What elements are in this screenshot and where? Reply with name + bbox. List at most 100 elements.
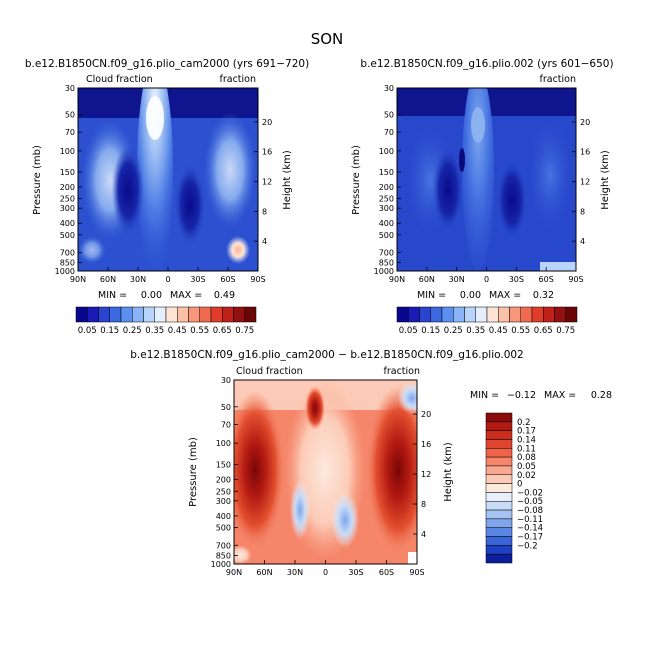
colorbar-1-swatch (222, 306, 234, 323)
colorbar-1-swatch (154, 306, 167, 323)
colorbar-2-swatch (441, 306, 454, 323)
panel-3-xtick-label: 0 (323, 568, 328, 577)
colorbar-1-label: 0.35 (145, 326, 164, 336)
panel-3-ytick-label: 200 (216, 476, 231, 485)
panel-2-htick-label: 8 (580, 207, 585, 216)
panel-1-ytick-label: 200 (60, 183, 75, 192)
colorbar-3-swatch (485, 465, 513, 476)
colorbar-2-label: 0.45 (489, 326, 508, 336)
panel-1-left-label: Cloud fraction (86, 74, 153, 85)
panel-2-xtick-label: 0 (484, 275, 489, 284)
panel-1-ytick-label: 300 (60, 204, 75, 213)
colorbar-2-swatch (408, 306, 420, 323)
panel-1-ytick-label: 30 (65, 84, 75, 93)
panel-3-field (234, 380, 417, 564)
panel-3-xtick-label: 60S (379, 568, 394, 577)
colorbar-1-swatch (233, 306, 245, 323)
panel-1-ytick-label: 250 (60, 195, 75, 204)
panel-1-htick-label: 20 (262, 118, 272, 127)
panel-2-right-label: fraction (540, 74, 577, 85)
colorbar-1-swatch (98, 306, 110, 323)
colorbar-1-swatch (87, 306, 99, 323)
colorbar-3-label: 0.2 (517, 418, 531, 428)
panel-1-htick-label: 4 (262, 237, 267, 246)
panel-3-xtick-label: 60N (256, 568, 272, 577)
colorbar-2-swatch (554, 306, 566, 323)
colorbar-2-swatch (486, 306, 499, 323)
panel-2-xtick-label: 60N (419, 275, 435, 284)
panel-3-min-value: −0.12 (507, 390, 536, 401)
colorbar-3-label: −0.11 (517, 515, 543, 525)
panel-1-max-value: 0.49 (214, 290, 235, 301)
colorbar-2-label: 0.05 (399, 326, 418, 336)
panel-2-ytick-label: 200 (379, 183, 394, 192)
panel-1-ytick-label: 70 (65, 128, 75, 137)
colorbar-3-label: −0.17 (517, 533, 543, 543)
panel-3-ylabel-right: Height (km) (443, 442, 454, 502)
panel-3-xtick-label: 90N (226, 568, 242, 577)
colorbar-2-swatch (464, 306, 476, 323)
panel-2-ytick-label: 70 (384, 128, 394, 137)
panel-3-ytick-label: 500 (216, 524, 231, 533)
panel-2-ytick-label: 50 (384, 111, 394, 120)
panel-1-xtick-label: 30N (130, 275, 146, 284)
colorbar-3-label: 0.11 (517, 444, 536, 454)
colorbar-3-swatch (485, 430, 513, 440)
colorbar-1-swatch (244, 306, 257, 323)
colorbar-3-swatch (485, 518, 513, 528)
panel-1-right-label: fraction (220, 74, 257, 85)
colorbar-1-label: 0.05 (78, 326, 97, 336)
panel-1-max-label: MAX = (170, 290, 202, 301)
colorbar-2-swatch (419, 306, 431, 323)
panel-1-min-label: MIN = (98, 290, 127, 301)
panel-1-ytick-label: 1000 (55, 267, 75, 276)
panel-3-xtick-label: 30N (287, 568, 303, 577)
panel-2-title: b.e12.B1850CN.f09_g16.plio.002 (yrs 601−… (360, 58, 613, 70)
panel-3-ytick-label: 1000 (211, 560, 231, 569)
panel-2-ylabel-right: Height (km) (600, 150, 611, 210)
colorbar-3-label: −0.02 (517, 488, 543, 498)
panel-2-htick-label: 16 (580, 148, 590, 157)
colorbar-1-label: 0.15 (100, 326, 119, 336)
panel-1-ytick-label: 50 (65, 111, 75, 120)
colorbar-2-label: 0.35 (466, 326, 485, 336)
colorbar-1-swatch (165, 306, 178, 323)
panel-2-xtick-label: 90N (389, 275, 405, 284)
colorbar-3-label: −0.05 (517, 497, 543, 507)
colorbar-3-label: 0.08 (517, 453, 536, 463)
panel-2-htick-label: 4 (580, 237, 585, 246)
colorbar-1-swatch (132, 306, 144, 323)
colorbar-2-label: 0.15 (421, 326, 440, 336)
colorbar-1-label: 0.65 (213, 326, 232, 336)
panel-1: b.e12.B1850CN.f09_g16.plio_cam2000 (yrs … (25, 58, 309, 336)
colorbar-1-swatch (177, 306, 189, 323)
panel-3-htick-label: 20 (421, 410, 431, 419)
colorbar-2-swatch (520, 306, 533, 323)
panel-3-ytick-label: 50 (221, 403, 231, 412)
colorbar-1-swatch (120, 306, 133, 323)
panel-3-ytick-label: 100 (216, 439, 231, 448)
colorbar-2-swatch (396, 306, 409, 323)
panel-1-ylabel-right: Height (km) (282, 150, 293, 210)
panel-3-xtick-label: 30S (348, 568, 363, 577)
panel-2-ytick-label: 700 (379, 248, 394, 257)
panel-2-ytick-label: 150 (379, 168, 394, 177)
colorbar-2-swatch (531, 306, 544, 323)
panel-2-field (397, 88, 576, 271)
panel-3-htick-label: 12 (421, 470, 431, 479)
panel-2-ytick-label: 300 (379, 204, 394, 213)
panel-1-ytick-label: 150 (60, 168, 75, 177)
panel-3-xtick-label: 90S (409, 568, 424, 577)
panel-3-ytick-label: 30 (221, 376, 231, 385)
colorbar-2-label: 0.55 (511, 326, 530, 336)
panel-3-ytick-label: 70 (221, 420, 231, 429)
panel-1-htick-label: 12 (262, 178, 272, 187)
colorbar-3-label: 0 (517, 480, 522, 490)
panel-2-ytick-label: 1000 (374, 267, 394, 276)
panel-3: b.e12.B1850CN.f09_g16.plio_cam2000 − b.e… (130, 349, 612, 577)
panel-1-ytick-label: 400 (60, 219, 75, 228)
panel-2-ytick-label: 250 (379, 195, 394, 204)
panel-2-ytick-label: 850 (379, 259, 394, 268)
panel-3-ytick-label: 250 (216, 487, 231, 496)
panel-2-ytick-label: 30 (384, 84, 394, 93)
